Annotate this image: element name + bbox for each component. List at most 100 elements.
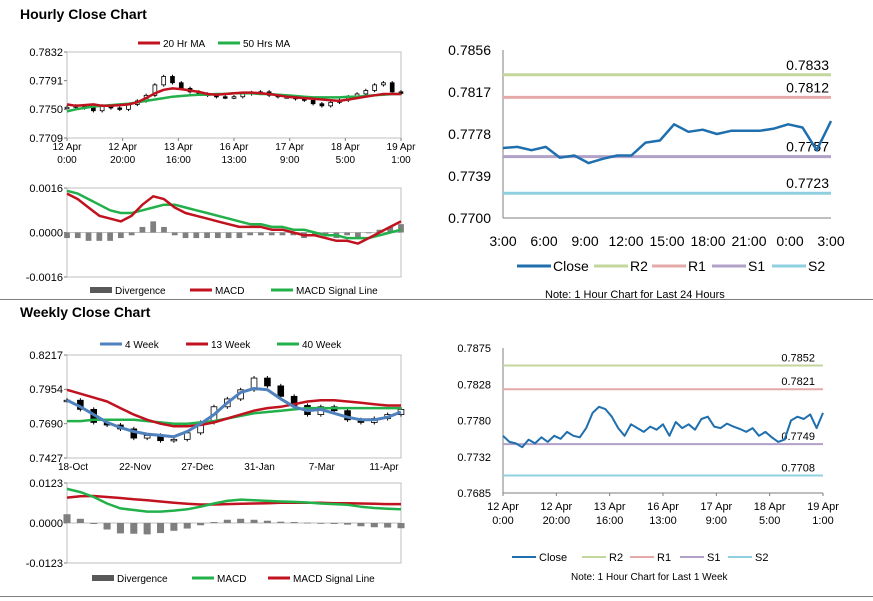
hourly-price-candle [328,101,334,107]
hourly-divergence-bar [85,232,92,241]
hourly-price-xtick-label: 12 Apr [108,142,138,153]
weekly-divergence-bar [170,523,178,531]
hourly-24h-level-label: 0.7812 [786,79,829,95]
weekly-1w-xtick-label: 1:00 [812,515,833,527]
hourly-24h-legend-label: S2 [808,258,825,274]
hourly-24h-ytick-label: 0.7778 [448,126,491,142]
weekly-1w-xtick-label: 12 Apr [487,501,519,513]
hourly-divergence-bar [398,224,404,233]
weekly-1w-level-label: 0.7821 [781,376,815,388]
hourly-divergence-bar [258,232,264,236]
weekly-price-ytick-label: 0.7690 [29,419,63,431]
hourly-divergence-bar [171,232,178,236]
weekly-1w-level-label: 0.7852 [781,353,815,365]
hourly-divergence-bar [214,232,221,239]
weekly-divergence-bar [183,523,191,529]
hourly-divergence-bar [247,232,254,236]
hourly-24h-level-label: 0.7833 [786,57,829,73]
hourly-price-candle [64,106,70,110]
hourly-price-xtick-label: 1:00 [391,155,411,166]
weekly-1w-xtick-label: 13 Apr [594,501,626,513]
hourly-divergence-bar [74,232,81,239]
weekly-divergence-bar [223,519,231,523]
weekly-13w-line [66,388,401,428]
hourly-24h-legend-label: S1 [748,258,765,274]
hourly-macd-legend-label: MACD [215,286,244,297]
weekly-divergence-bar [317,523,325,524]
weekly-price-candle [170,438,178,442]
hourly-price-candle [372,84,377,91]
weekly-1w-note: Note: 1 Hour Chart for Last 1 Week [571,572,728,583]
hourly-divergence-bar [376,229,383,233]
hourly-24h-note: Note: 1 Hour Chart for Last 24 Hours [545,289,725,301]
hourly-price-candle [170,76,175,84]
weekly-1w-xtick-label: 16:00 [596,515,624,527]
hourly-section-title: Hourly Close Chart [20,6,147,22]
weekly-1w-ytick-label: 0.7685 [457,488,491,500]
hourly-price-candle [389,82,395,93]
weekly-divergence-bar [290,522,298,523]
weekly-macd-legend-swatch [92,575,114,581]
weekly-price-xtick-label: 27-Dec [181,462,213,473]
hourly-24h-ytick-label: 0.7817 [448,84,491,100]
weekly-4w-line [66,387,402,439]
weekly-1w-legend-label: S1 [707,552,720,564]
hourly-price-candle [363,90,369,95]
hourly-price-legend-label: 20 Hr MA [163,39,206,50]
hourly-divergence-bar [128,232,135,236]
weekly-macd-line [66,487,402,513]
hourly-24h-xtick-label: 15:00 [649,233,684,249]
hourly-price-xtick-label: 18 Apr [331,142,361,153]
hourly-divergence-bar [225,232,232,239]
weekly-divergence-bar [197,523,205,526]
hourly-price-candle [91,107,96,112]
weekly-price-ytick-label: 0.7427 [29,453,63,465]
hourly-macd-legend-label: Divergence [115,286,166,297]
weekly-1w-xtick-label: 13:00 [649,515,677,527]
hourly-price-candle [161,76,167,86]
hourly-divergence-bar [387,226,394,233]
weekly-divergence-bar [90,523,98,524]
hourly-divergence-bar [236,232,243,239]
hourly-24h-xtick-label: 6:00 [530,233,557,249]
hourly-price-candle [381,82,386,86]
weekly-1w-xtick-label: 17 Apr [700,501,732,513]
weekly-1w-legend-label: Close [539,552,567,564]
hourly-price-xtick-label: 19 Apr [387,142,417,153]
weekly-1w-level-label: 0.7708 [781,462,815,474]
weekly-1w-ytick-label: 0.7780 [457,416,491,428]
hourly-macd-signal-line [66,189,402,240]
weekly-1w-ytick-label: 0.7875 [457,343,491,355]
hourly-divergence-bar [311,232,318,236]
weekly-divergence-bar [210,522,218,523]
weekly-price-legend-label: 13 Week [211,340,251,351]
weekly-price-candle [264,377,271,387]
weekly-divergence-bar [130,523,138,534]
hourly-divergence-bar [279,232,286,236]
hourly-divergence-bar [365,232,372,234]
hourly-price-xtick-label: 20:00 [110,155,135,166]
hourly-24h-xtick-label: 9:00 [571,233,598,249]
weekly-1w-xtick-label: 18 Apr [754,501,786,513]
weekly-1w-legend-label: R2 [609,552,623,564]
weekly-divergence-bar [237,518,245,523]
section-divider [0,299,873,300]
hourly-divergence-bar [204,232,210,239]
hourly-24h-xtick-label: 18:00 [690,233,725,249]
weekly-divergence-bar [156,523,165,534]
weekly-macd-ytick-label: -0.0123 [26,558,63,570]
weekly-price-xtick-label: 31-Jan [244,462,275,473]
weekly-divergence-bar [76,518,84,523]
hourly-24h-xtick-label: 12:00 [608,233,643,249]
weekly-divergence-bar [330,523,338,524]
hourly-24h-legend-label: R1 [688,258,706,274]
weekly-1w-close-line [502,405,824,449]
hourly-24h-legend-label: Close [553,258,589,274]
hourly-price-candle [310,99,316,105]
weekly-1w-ytick-label: 0.7828 [457,379,491,391]
weekly-1w-xtick-label: 0:00 [492,515,513,527]
hourly-macd-ytick-label: 0.0000 [29,227,63,239]
hourly-price-xtick-label: 5:00 [336,155,356,166]
hourly-divergence-bar [118,232,124,239]
